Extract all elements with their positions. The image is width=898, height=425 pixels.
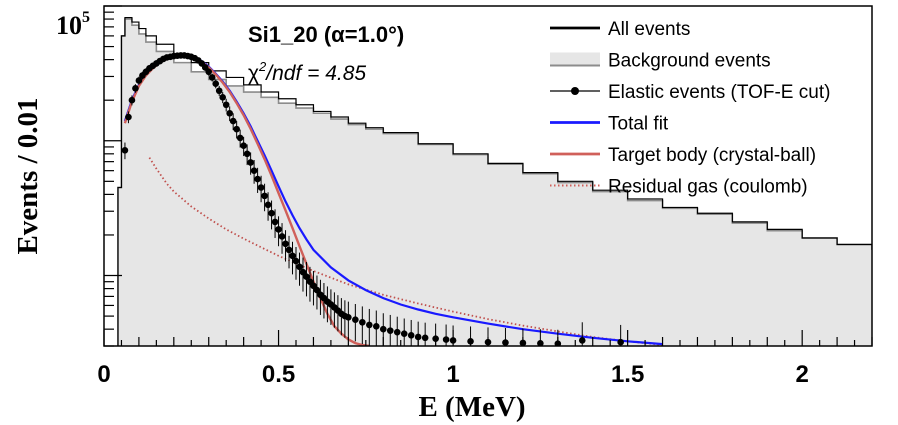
legend-label-total: Total fit [608, 114, 669, 135]
elastic-event-point [442, 336, 450, 343]
legend-key-bg [550, 52, 600, 67]
elastic-event-point [233, 125, 240, 133]
elastic-event-point [243, 150, 251, 158]
elastic-event-point [393, 328, 401, 336]
elastic-event-point [289, 252, 296, 260]
elastic-event-point [366, 321, 373, 329]
residual-gas-curve [148, 157, 663, 346]
legend-label-gas: Residual gas (coulomb) [608, 177, 808, 198]
elastic-event-point [421, 334, 429, 342]
elastic-event-point [215, 87, 223, 95]
legend-label-bg: Background events [608, 51, 771, 72]
elastic-event-point [257, 184, 265, 191]
elastic-event-point [135, 77, 143, 84]
chi2-symbol: χ [248, 62, 259, 85]
legend-key-elastic [550, 87, 600, 95]
legend-label-target: Target body (crystal-ball) [608, 145, 816, 166]
elastic-event-point [303, 273, 310, 281]
elastic-event-point [379, 325, 387, 333]
y-tick-label: 105 [56, 9, 90, 40]
elastic-event-point [271, 218, 279, 226]
elastic-event-point [275, 226, 282, 233]
legend: All events Background events Elastic event… [550, 19, 830, 198]
elastic-event-point [414, 333, 422, 341]
elastic-event-point [121, 146, 129, 154]
elastic-event-point [236, 134, 244, 142]
elastic-event-point [372, 323, 380, 330]
axes: 0 0.5 1 1.5 2 105 [56, 5, 873, 388]
elastic-event-point [407, 332, 415, 339]
elastic-event-point [219, 94, 226, 101]
x-tick-label: 1.5 [611, 361, 644, 388]
elastic-event-point [240, 142, 247, 149]
elastic-event-point [261, 192, 268, 200]
chi2-label: χ2/ndf = 4.85 [248, 59, 366, 85]
elastic-event-point [278, 233, 286, 240]
elastic-event-point [282, 240, 289, 248]
elastic-event-point [432, 335, 439, 342]
elastic-event-point [352, 316, 359, 324]
y-axis-title: Events / 0.01 [12, 97, 44, 254]
elastic-event-point [212, 80, 220, 88]
elastic-event-point [226, 109, 233, 117]
elastic-event-point [578, 337, 586, 344]
elastic-event-point [313, 286, 321, 294]
x-tick-label: 0 [97, 361, 110, 388]
elastic-event-point [222, 101, 230, 109]
elastic-event-point [208, 74, 216, 81]
all-events-line [117, 17, 872, 346]
elastic-event-point [229, 117, 237, 125]
x-tick-label: 2 [796, 361, 809, 388]
x-tick-label: 1 [446, 361, 459, 388]
elastic-event-point [345, 313, 352, 321]
elastic-event-point [250, 167, 258, 174]
elastic-event-point [125, 113, 132, 121]
chi2-rest: /ndf = 4.85 [264, 62, 366, 85]
elastic-event-point [296, 263, 303, 271]
elastic-event-point [292, 257, 300, 265]
legend-label-all: All events [608, 19, 690, 40]
elastic-event-point [254, 175, 261, 183]
title: Si1_20 (α=1.0°) [248, 22, 404, 47]
elastic-event-point [132, 85, 139, 92]
legend-label-elastic: Elastic events (TOF-E cut) [608, 82, 830, 103]
elastic-event-point [359, 318, 366, 326]
chi2-superscript: 2 [258, 59, 267, 74]
elastic-event-point [617, 338, 624, 346]
elastic-event-point [386, 327, 394, 334]
elastic-event-point [128, 96, 136, 104]
x-axis-title: E (MeV) [418, 391, 525, 423]
elastic-event-point [299, 268, 307, 276]
elastic-event-point [205, 68, 213, 76]
elastic-event-point [285, 246, 293, 254]
elastic-event-point [268, 209, 275, 217]
elastic-event-point [264, 201, 272, 209]
elastic-event-point [247, 159, 254, 166]
background-events-line [117, 18, 872, 346]
elastic-event-point [400, 330, 408, 338]
x-tick-label: 0.5 [262, 361, 295, 388]
plot-area [117, 17, 872, 346]
